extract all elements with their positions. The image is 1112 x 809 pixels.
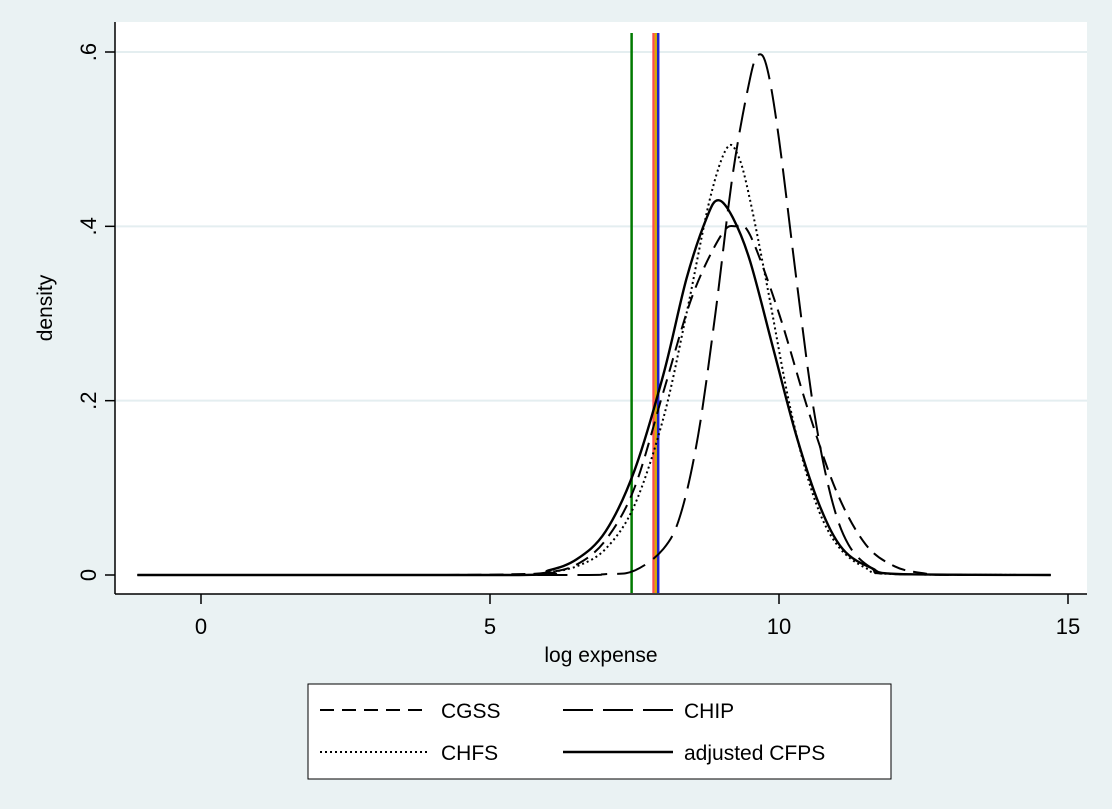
series-line-adjusted-cfps bbox=[137, 198, 1051, 577]
reference-lines bbox=[630, 33, 660, 593]
x-axis-title: log expense bbox=[544, 644, 657, 667]
x-tick-label-1: 5 bbox=[484, 614, 496, 639]
legend: CGSS CHIP CHFS adjusted CFPS bbox=[307, 683, 892, 780]
legend-label-adjusted-cfps: adjusted CFPS bbox=[684, 742, 825, 765]
legend-label-chip: CHIP bbox=[684, 700, 734, 723]
gridlines bbox=[116, 51, 1087, 402]
plot-background bbox=[115, 22, 1087, 594]
x-tick-label-3: 15 bbox=[1056, 614, 1080, 639]
y-tick-label-3: .6 bbox=[76, 43, 101, 61]
x-tick-label-0: 0 bbox=[195, 614, 207, 639]
series-lines bbox=[137, 53, 1051, 577]
legend-label-chfs: CHFS bbox=[441, 742, 498, 765]
axes bbox=[114, 22, 1087, 595]
y-axis-title: density bbox=[34, 274, 57, 341]
x-ticks: 0 5 10 15 bbox=[195, 594, 1080, 639]
y-ticks: 0 .2 .4 .6 bbox=[76, 43, 115, 581]
y-tick-label-2: .4 bbox=[76, 217, 101, 235]
legend-box bbox=[307, 683, 892, 780]
series-line-chip bbox=[137, 53, 1051, 577]
y-tick-label-0: 0 bbox=[76, 569, 101, 581]
y-tick-label-1: .2 bbox=[76, 391, 101, 409]
legend-label-cgss: CGSS bbox=[441, 700, 501, 723]
x-tick-label-2: 10 bbox=[767, 614, 791, 639]
